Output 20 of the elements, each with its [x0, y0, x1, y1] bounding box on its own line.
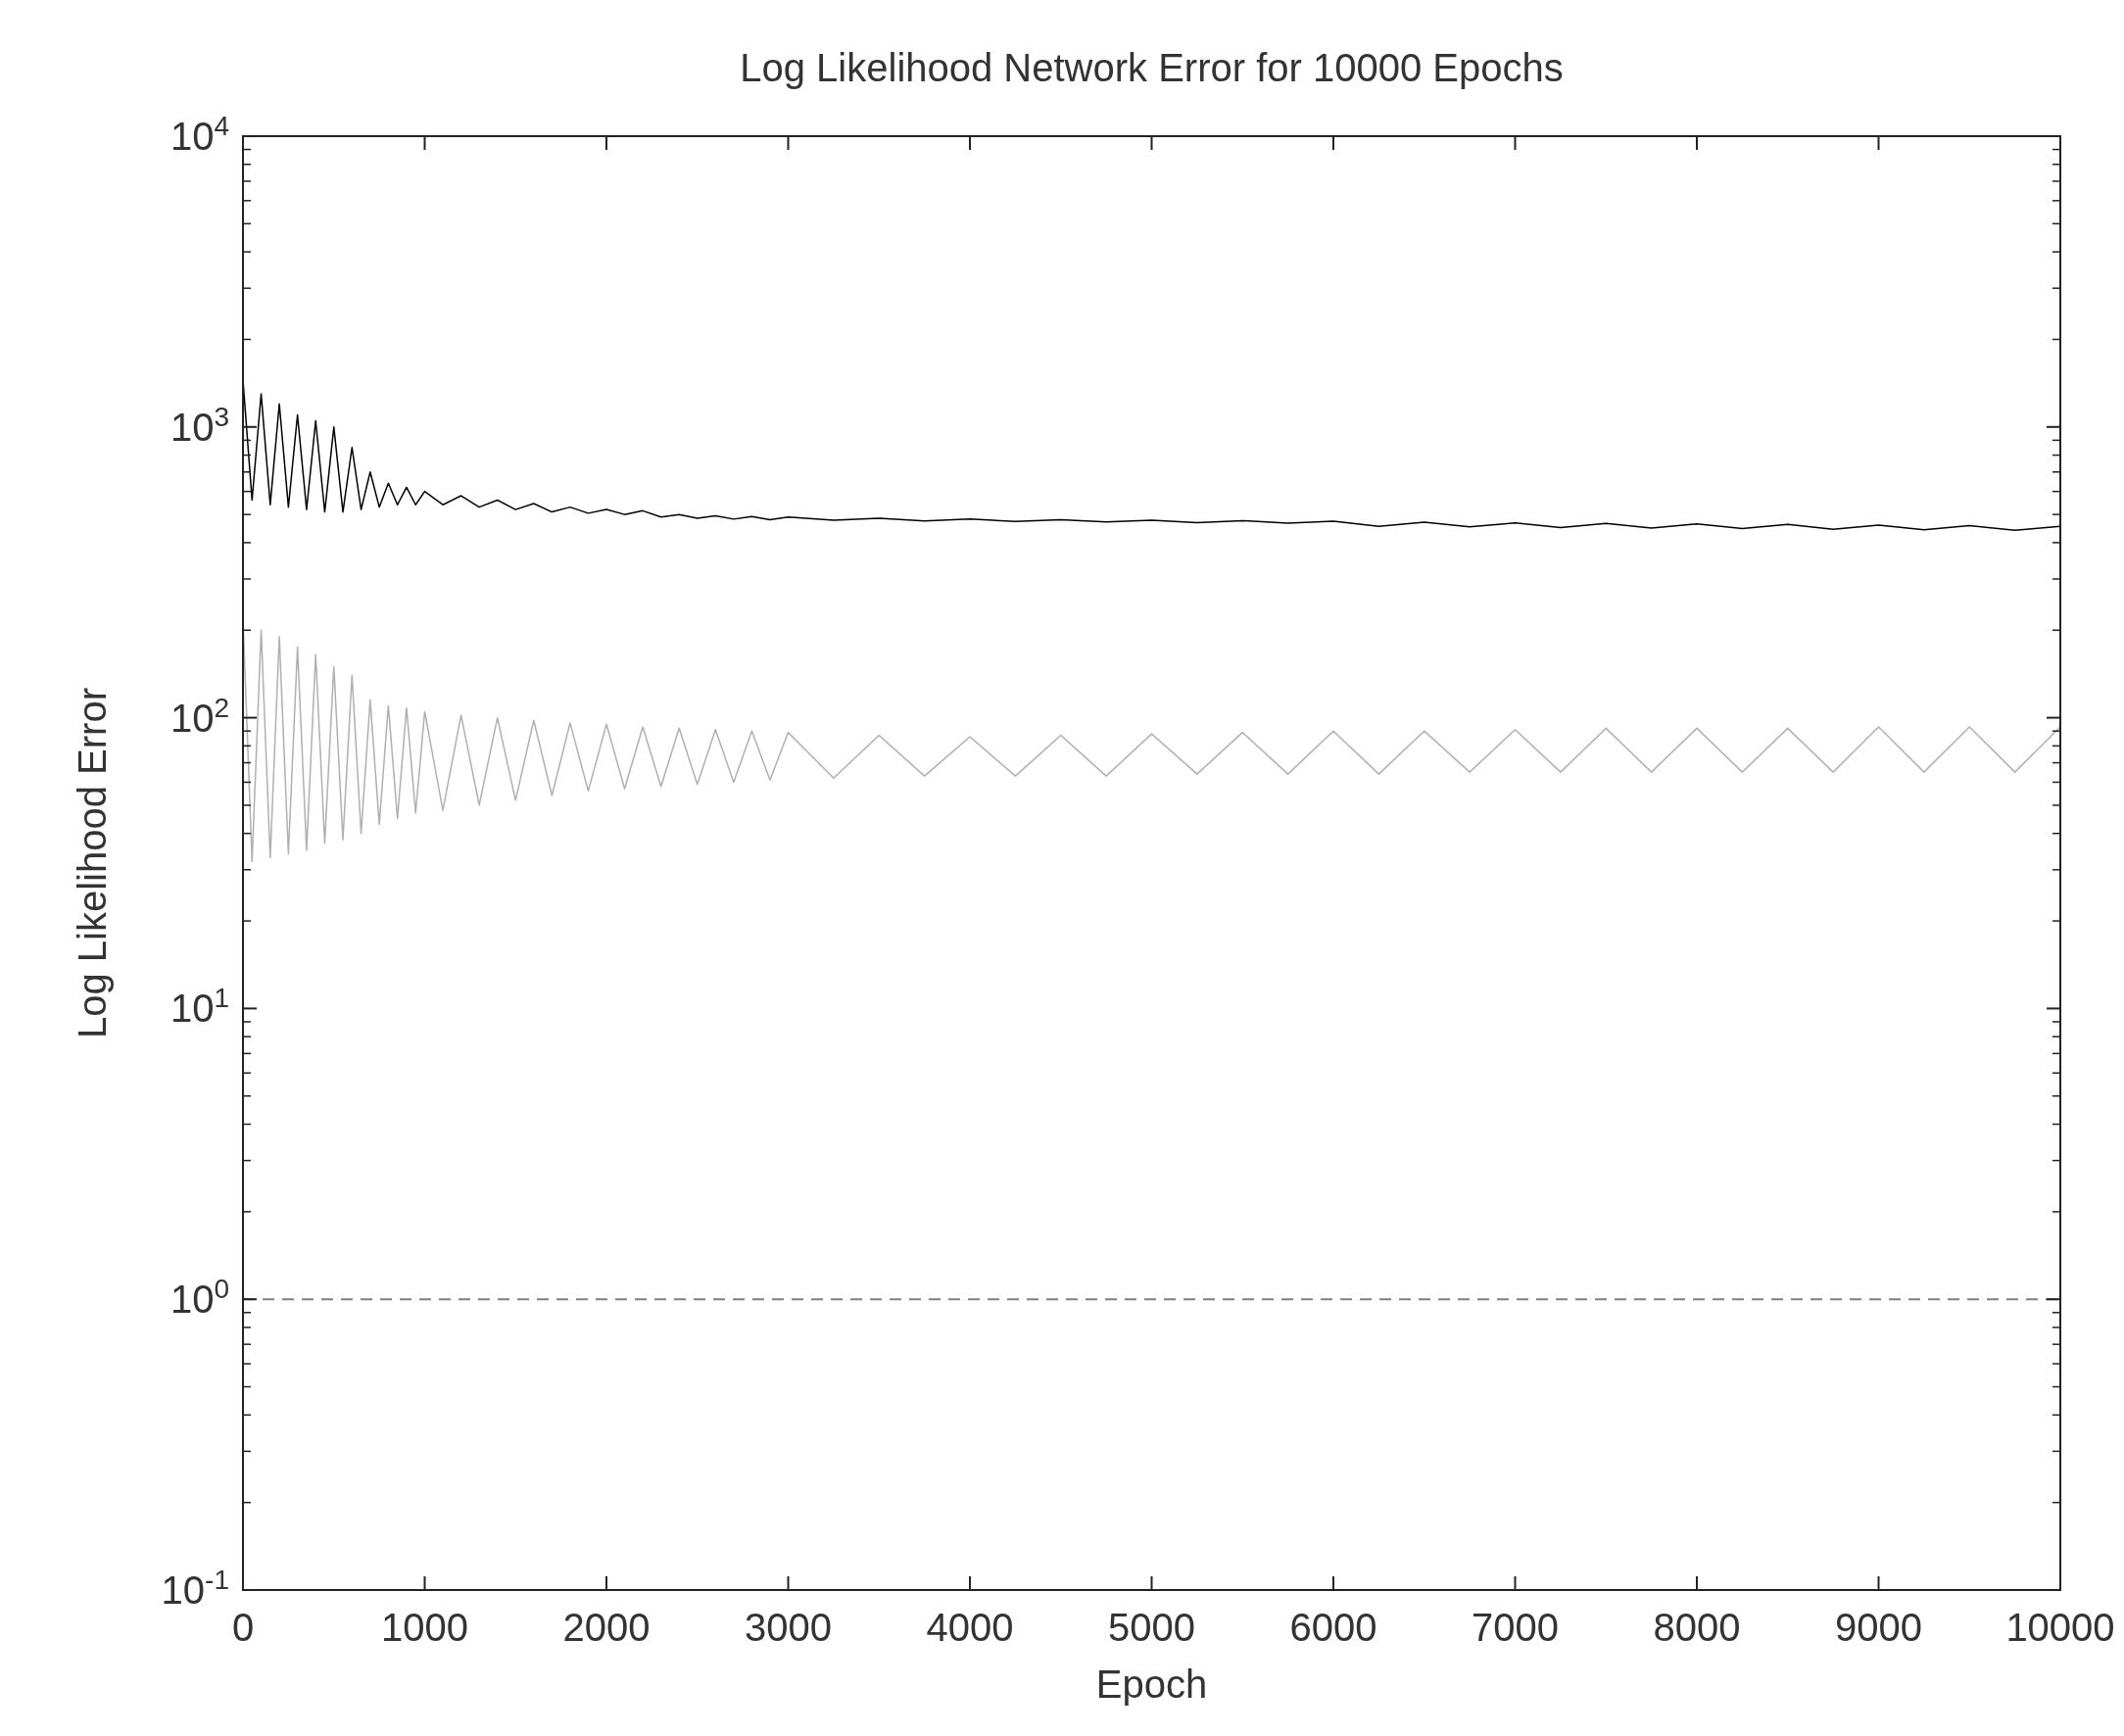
x-tick-label: 10000: [2005, 1606, 2115, 1649]
x-tick-label: 9000: [1835, 1606, 1922, 1649]
x-tick-label: 3000: [745, 1606, 832, 1649]
x-tick-label: 4000: [926, 1606, 1014, 1649]
y-axis-title: Log Likelihood Error: [71, 688, 114, 1038]
y-tick-label: 10$^{4}$: [169, 110, 229, 158]
y-tick-label: 10$^{0}$: [169, 1273, 229, 1322]
x-tick-label: 2000: [562, 1606, 651, 1649]
x-axis-title: Epoch: [1095, 1663, 1208, 1706]
y-tick-label: 10$^{1}$: [169, 982, 229, 1031]
y-tick-label: 10$^{-1}$: [161, 1564, 229, 1612]
x-tick-label: 5000: [1108, 1606, 1195, 1649]
x-tick-label: 8000: [1653, 1606, 1741, 1649]
y-tick-label: 10$^{3}$: [169, 401, 229, 449]
x-tick-label: 0: [231, 1606, 255, 1649]
chart-title: Log Likelihood Network Error for 10000 Epochs: [740, 46, 1564, 89]
x-tick-label: 1000: [381, 1606, 468, 1649]
x-tick-label: 6000: [1289, 1606, 1377, 1649]
y-tick-label: 10$^{2}$: [169, 692, 229, 740]
x-tick-label: 7000: [1472, 1606, 1559, 1649]
